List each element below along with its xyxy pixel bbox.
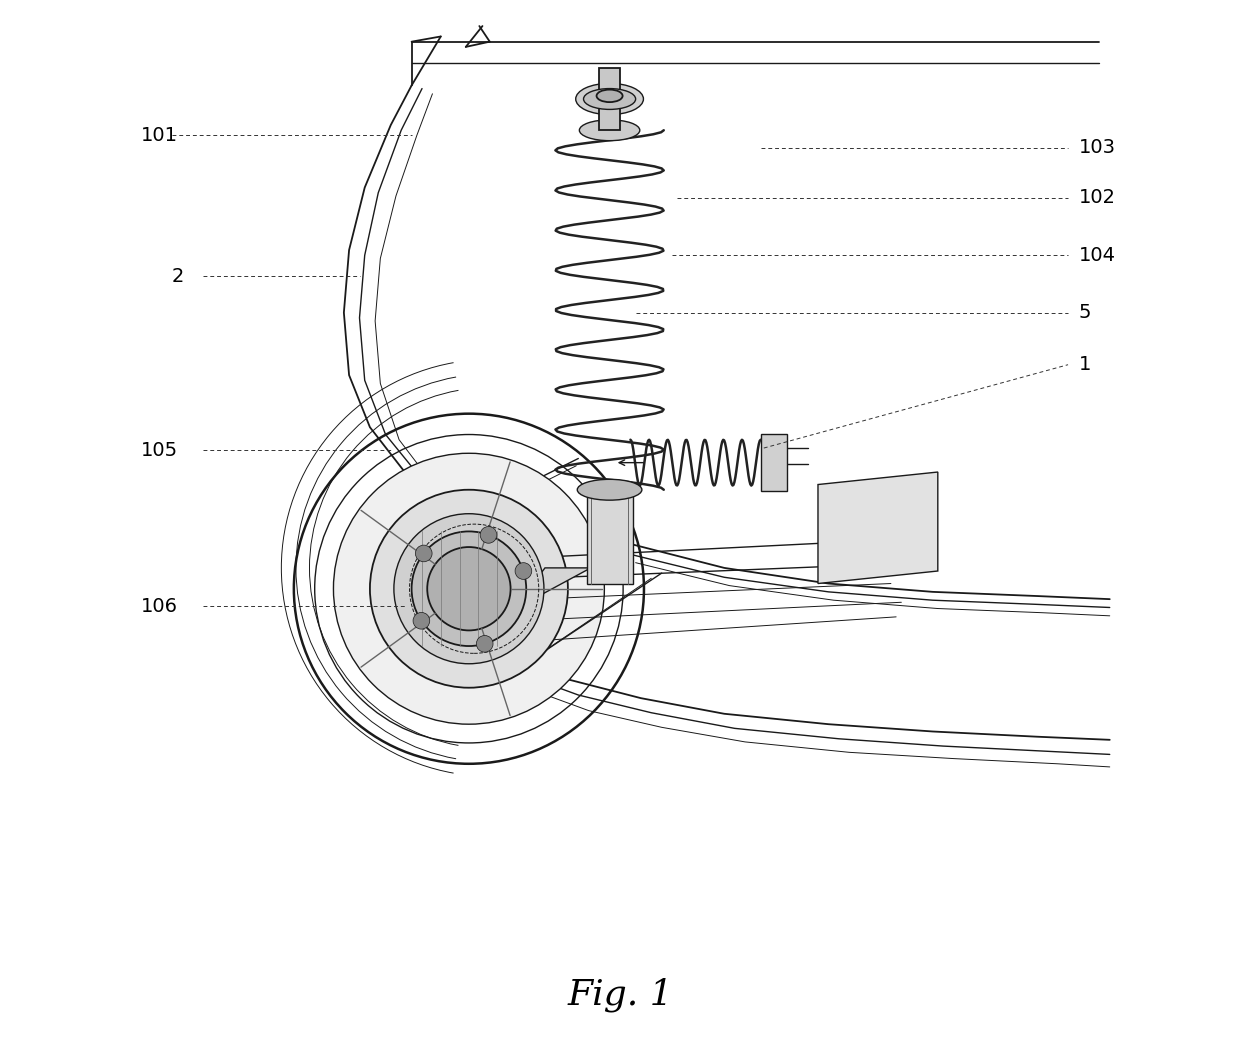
Text: Fig. 1: Fig. 1: [567, 977, 673, 1013]
Text: 102: 102: [1079, 189, 1116, 207]
Circle shape: [412, 531, 526, 646]
Text: 106: 106: [140, 597, 177, 616]
Polygon shape: [818, 472, 937, 584]
Ellipse shape: [579, 120, 640, 141]
Ellipse shape: [578, 479, 642, 500]
Text: 104: 104: [1079, 246, 1116, 265]
Circle shape: [476, 636, 494, 652]
Circle shape: [480, 526, 497, 543]
Bar: [587, 490, 632, 584]
Circle shape: [515, 563, 532, 579]
Text: 5: 5: [1079, 303, 1091, 322]
Circle shape: [334, 453, 604, 724]
Text: 1: 1: [1079, 355, 1091, 374]
Text: 2: 2: [172, 267, 185, 286]
Circle shape: [413, 613, 430, 629]
Polygon shape: [513, 568, 629, 610]
Circle shape: [394, 514, 544, 664]
Circle shape: [428, 547, 511, 630]
Text: 105: 105: [140, 441, 177, 460]
Ellipse shape: [596, 90, 622, 102]
Circle shape: [370, 490, 568, 688]
Circle shape: [415, 545, 432, 562]
Text: 101: 101: [140, 126, 177, 145]
Bar: [760, 433, 786, 491]
Text: 103: 103: [1079, 139, 1116, 157]
Bar: [599, 68, 620, 130]
Ellipse shape: [584, 89, 636, 109]
Ellipse shape: [575, 83, 644, 115]
